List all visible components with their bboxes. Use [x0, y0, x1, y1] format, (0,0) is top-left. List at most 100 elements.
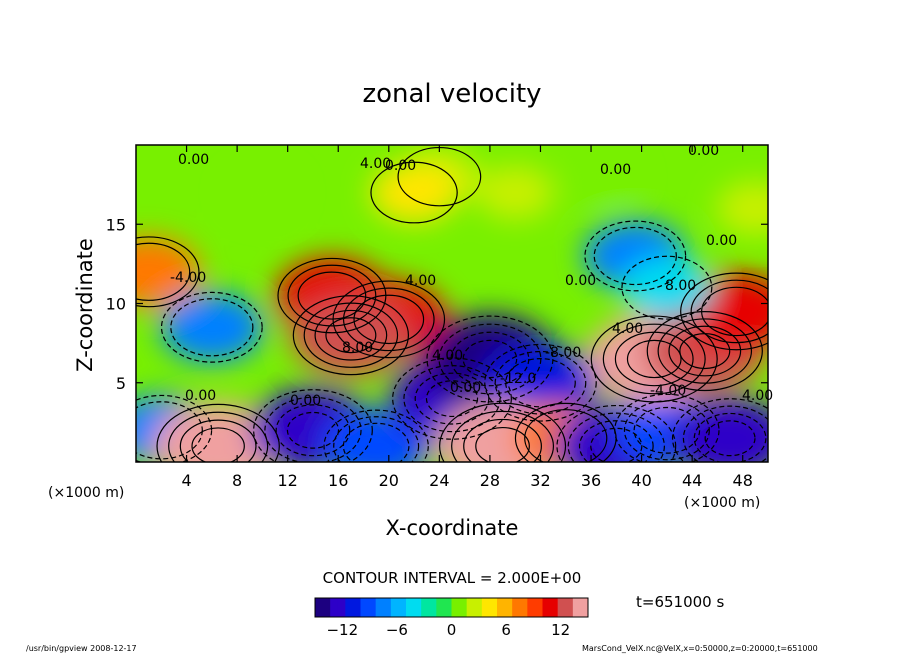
- contour-line: [136, 401, 203, 460]
- contour-line: [297, 271, 367, 320]
- field-blob: [567, 151, 640, 203]
- x-tick-label: 28: [480, 471, 500, 490]
- contour-line: [657, 318, 753, 384]
- colorbar-segment: [436, 598, 445, 617]
- contour-line: [524, 409, 608, 462]
- contour-label: 4.00: [612, 321, 643, 337]
- colorbar-segment: [330, 598, 339, 617]
- field-blob: [226, 167, 299, 218]
- colorbar-segment: [368, 598, 377, 617]
- contour-line: [170, 298, 254, 357]
- x-tick-label: 24: [429, 471, 449, 490]
- footer-right: MarsCond_VelX.nc@VelX,x=0:50000,z=0:2000…: [582, 644, 818, 653]
- y-axis-label: Z-coordinate: [73, 238, 97, 372]
- field-blob: [621, 256, 712, 319]
- field-blob: [136, 236, 201, 307]
- field-blob: [716, 181, 768, 236]
- field-blob: [290, 294, 412, 377]
- colorbar-tick-label: −12: [326, 621, 358, 639]
- colorbar-segment: [428, 598, 437, 617]
- contour-line: [693, 412, 767, 462]
- colorbar-segment: [398, 598, 407, 617]
- contour-line: [633, 406, 701, 454]
- contour-label: 0.00: [178, 152, 209, 168]
- contour-line: [451, 410, 555, 462]
- contour-line: [602, 323, 706, 395]
- contour-line: [425, 380, 479, 418]
- contour-label: -12.0: [500, 371, 536, 387]
- contour-line: [671, 398, 768, 462]
- contour-line: [332, 280, 446, 359]
- contour-line: [701, 286, 768, 337]
- footer-left: /usr/bin/gpview 2008-12-17: [26, 644, 137, 653]
- contour-line: [567, 412, 665, 462]
- contour-line: [704, 420, 756, 457]
- colorbar-segment: [459, 598, 468, 617]
- contour-line: [323, 409, 429, 462]
- contour-line: [392, 357, 512, 440]
- colorbar-tick-label: 0: [447, 621, 457, 639]
- contour-label: 0.00: [706, 233, 737, 249]
- colorbar-segment: [406, 598, 415, 617]
- heatmap-field: [136, 145, 768, 462]
- colorbar-tick-label: 12: [551, 621, 570, 639]
- contour-label: 0.00: [450, 380, 481, 396]
- contour-label: 4.00: [405, 273, 436, 289]
- contour-label: 8.00: [342, 340, 373, 356]
- colorbar-segment: [481, 598, 490, 617]
- colorbar-segment: [474, 598, 483, 617]
- contour-label: 0.00: [385, 158, 416, 174]
- contour-line: [253, 389, 373, 462]
- field-blob: [669, 397, 768, 462]
- field-blob: [476, 165, 554, 220]
- contour-line: [590, 427, 643, 462]
- field-blob: [371, 162, 457, 223]
- contour-line: [621, 255, 713, 320]
- colorbar-segment: [337, 598, 346, 617]
- colorbar-segment: [360, 598, 369, 617]
- x-tick-label: 8: [232, 471, 242, 490]
- z-tick-label: 5: [116, 374, 126, 393]
- x-tick-label: 12: [278, 471, 298, 490]
- colorbar-tick-label: 6: [501, 621, 511, 639]
- x-tick-label: 44: [682, 471, 702, 490]
- contour-line: [462, 339, 518, 379]
- colorbar-segment: [390, 598, 399, 617]
- contour-line: [292, 295, 410, 376]
- contour-line: [556, 404, 677, 462]
- colorbar-tick-label: −6: [386, 621, 408, 639]
- contour-line: [584, 220, 687, 292]
- colorbar-segment: [322, 598, 331, 617]
- contour-line: [426, 315, 554, 403]
- contour-label: 8.00: [665, 278, 696, 294]
- contour-line: [463, 418, 542, 462]
- z-tick-label: 10: [106, 295, 126, 314]
- x-tick-label: 36: [581, 471, 601, 490]
- contour-line: [136, 242, 191, 301]
- contour-line: [370, 161, 458, 224]
- contour-line: [484, 343, 597, 422]
- contour-line: [191, 427, 245, 462]
- contour-line: [325, 317, 377, 354]
- contour-line: [593, 226, 677, 286]
- colorbar-segment: [519, 598, 528, 617]
- contour-label: 0.00: [185, 388, 216, 404]
- x-tick-label: 16: [328, 471, 348, 490]
- contour-line: [136, 394, 213, 462]
- x-unit-label: (×1000 m): [684, 495, 760, 511]
- contour-line: [179, 419, 257, 462]
- colorbar-segment: [489, 598, 498, 617]
- contour-label: 4.00: [432, 348, 463, 364]
- contour-line: [275, 404, 351, 457]
- x-tick-label: 40: [631, 471, 651, 490]
- contour-line: [578, 420, 654, 462]
- contour-interval-text: CONTOUR INTERVAL = 2.000E+00: [323, 569, 582, 587]
- contour-line: [505, 358, 576, 408]
- colorbar-segment: [497, 598, 506, 617]
- contour-line: [353, 294, 425, 345]
- colorbar-segment: [550, 598, 559, 617]
- colorbar-segment: [557, 598, 566, 617]
- colorbar-segment: [383, 598, 392, 617]
- contour-line: [626, 339, 682, 379]
- contour-label: 4.00: [742, 388, 773, 404]
